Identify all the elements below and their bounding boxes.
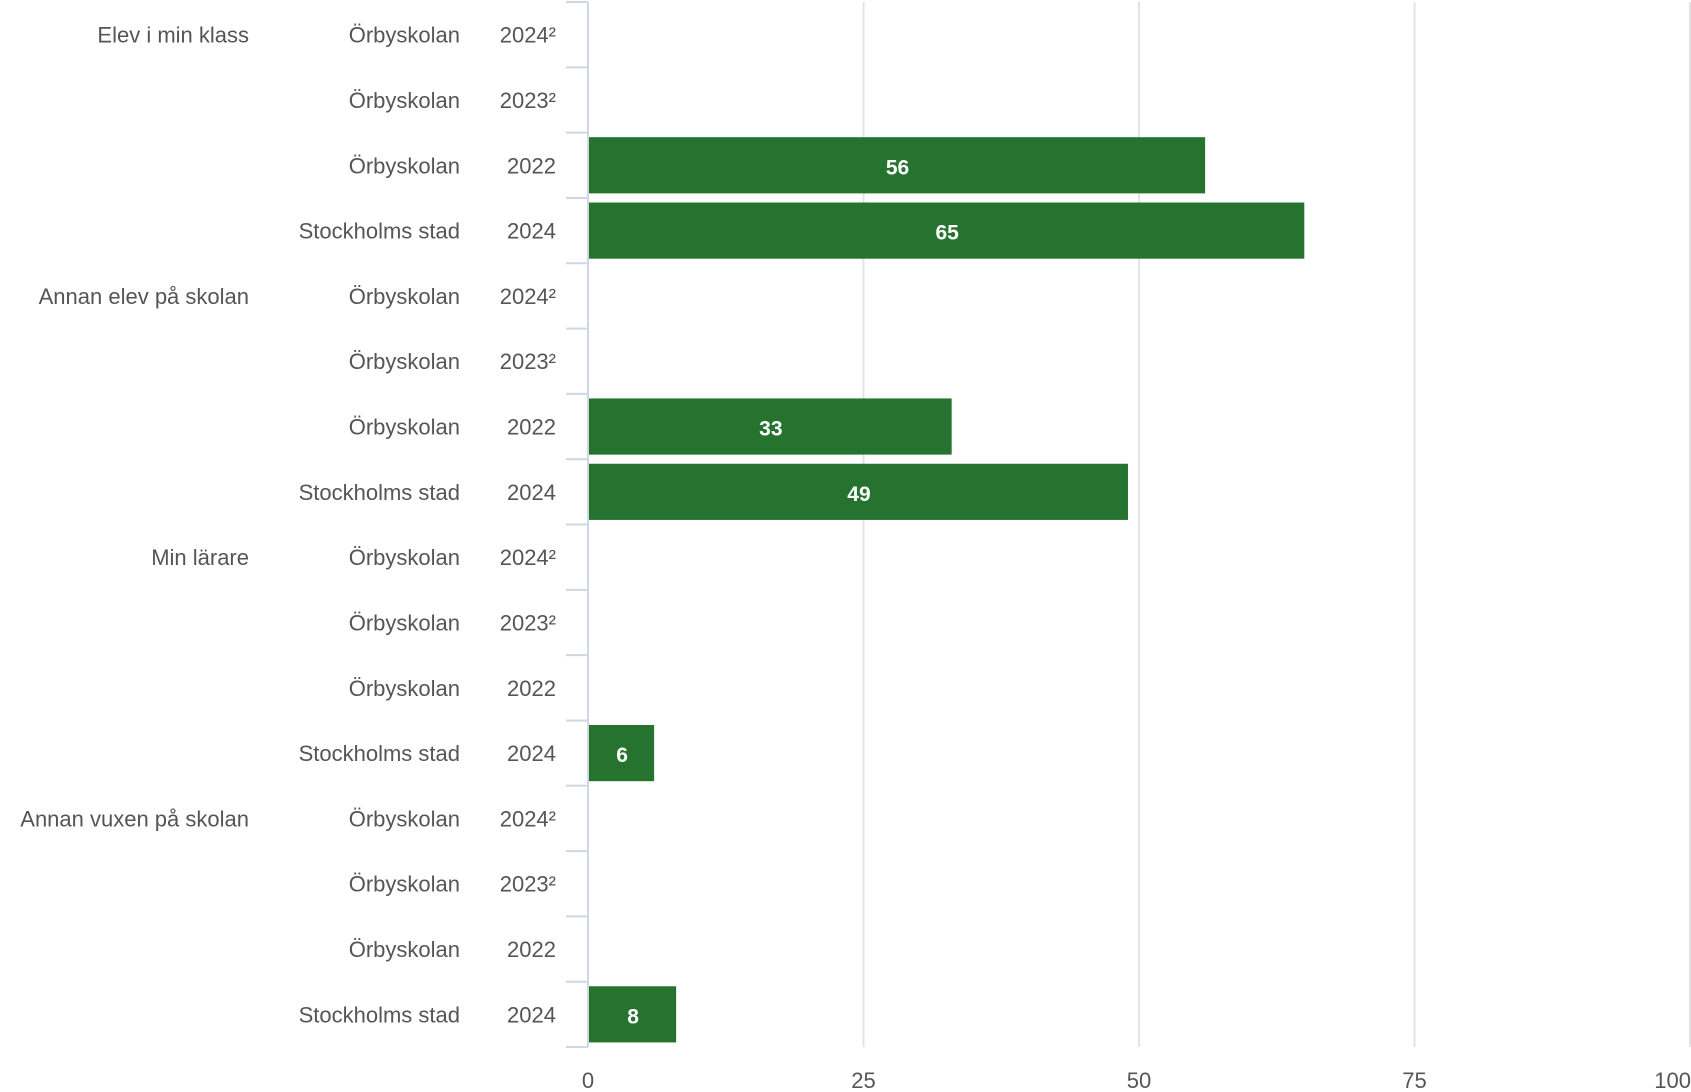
year-label: 2024² [500, 284, 556, 309]
x-tick-label: 0 [582, 1068, 594, 1092]
x-tick-label: 50 [1127, 1068, 1151, 1092]
group-label: Elev i min klass [97, 23, 249, 48]
entity-label: Örbyskolan [349, 415, 460, 440]
group-label: Min lärare [151, 545, 249, 570]
entity-label: Stockholms stad [299, 219, 460, 244]
year-label: 2024 [507, 741, 556, 766]
bar [589, 137, 1206, 194]
group-label: Annan vuxen på skolan [20, 806, 249, 831]
bar-value-label: 56 [886, 156, 909, 179]
entity-label: Örbyskolan [349, 545, 460, 570]
year-label: 2024² [500, 23, 556, 48]
year-label: 2023² [500, 610, 556, 635]
entity-label: Örbyskolan [349, 349, 460, 374]
year-label: 2023² [500, 88, 556, 113]
year-label: 2024² [500, 545, 556, 570]
year-label: 2022 [507, 153, 556, 178]
bar-value-label: 65 [935, 222, 959, 245]
year-label: 2024 [507, 219, 556, 244]
year-label: 2022 [507, 676, 556, 701]
year-label: 2024² [500, 806, 556, 831]
entity-label: Örbyskolan [349, 676, 460, 701]
entity-label: Stockholms stad [299, 1002, 460, 1027]
bars: 56 65 33 49 6 8 [589, 137, 1305, 1043]
entity-label: Örbyskolan [349, 806, 460, 831]
group-label: Annan elev på skolan [39, 284, 249, 309]
bar [589, 463, 1128, 520]
entity-label: Örbyskolan [349, 610, 460, 635]
entity-label: Örbyskolan [349, 153, 460, 178]
bar [589, 202, 1305, 259]
year-label: 2023² [500, 872, 556, 897]
bar [589, 725, 655, 782]
x-axis-ticks: 0 25 50 75 100 [582, 1068, 1691, 1092]
x-tick-label: 75 [1402, 1068, 1426, 1092]
bar-value-label: 33 [759, 418, 782, 441]
category-axis [566, 1, 589, 1048]
year-label: 2024 [507, 480, 556, 505]
entity-label: Örbyskolan [349, 88, 460, 113]
entity-label: Örbyskolan [349, 284, 460, 309]
x-tick-label: 25 [851, 1068, 875, 1092]
bar-value-label: 49 [847, 483, 870, 506]
entity-label: Örbyskolan [349, 937, 460, 962]
entity-label: Örbyskolan [349, 872, 460, 897]
x-tick-label: 100 [1654, 1068, 1691, 1092]
category-labels: Elev i min klass Örbyskolan 2024² Örbyskola… [20, 23, 556, 1028]
year-label: 2022 [507, 937, 556, 962]
bar-value-label: 8 [627, 1005, 639, 1028]
year-label: 2022 [507, 415, 556, 440]
entity-label: Stockholms stad [299, 741, 460, 766]
year-label: 2024 [507, 1002, 556, 1027]
bar-value-label: 6 [616, 744, 628, 767]
bar [589, 398, 952, 455]
entity-label: Stockholms stad [299, 480, 460, 505]
year-label: 2023² [500, 349, 556, 374]
entity-label: Örbyskolan [349, 23, 460, 48]
bar [589, 986, 677, 1043]
